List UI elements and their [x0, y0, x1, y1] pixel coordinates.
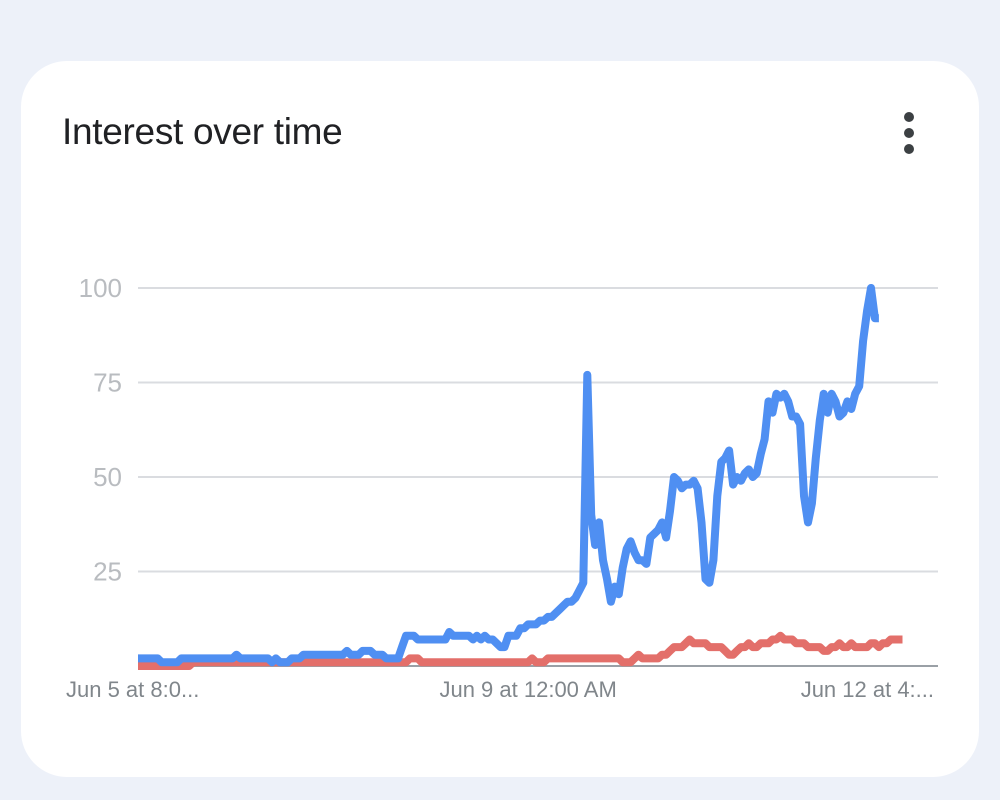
y-tick-label: 100	[79, 273, 122, 303]
y-tick-label: 25	[93, 557, 122, 587]
more-vert-icon-dot	[904, 128, 914, 138]
more-vert-icon-dot	[904, 144, 914, 154]
y-tick-label: 50	[93, 462, 122, 492]
x-tick-label: Jun 12 at 4:...	[801, 677, 934, 702]
series-line-1	[137, 284, 879, 667]
y-tick-label: 75	[93, 368, 122, 398]
x-tick-label: Jun 5 at 8:0...	[66, 677, 199, 702]
card-title: Interest over time	[62, 111, 343, 152]
more-vert-icon	[904, 112, 914, 122]
x-tick-label: Jun 9 at 12:00 AM	[439, 677, 616, 702]
more-options-button[interactable]	[887, 105, 931, 161]
